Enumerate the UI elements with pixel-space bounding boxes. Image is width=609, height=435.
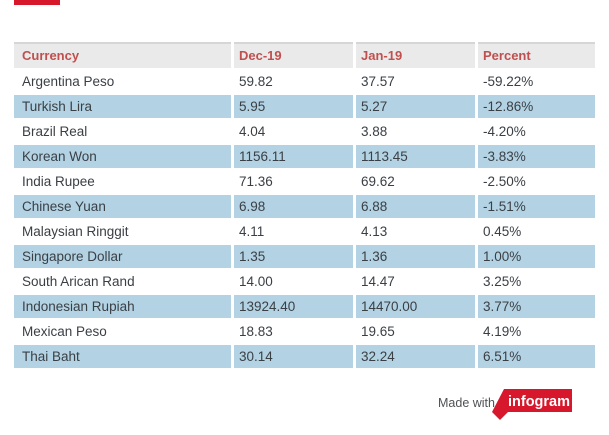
table-row: India Rupee 71.36 69.62 -2.50% bbox=[14, 170, 595, 193]
infogram-wordmark: infogram bbox=[508, 394, 570, 410]
column-header-dec19: Dec-19 bbox=[234, 42, 353, 68]
jan19-cell: 4.13 bbox=[356, 220, 475, 243]
table-row: Indonesian Rupiah 13924.40 14470.00 3.77… bbox=[14, 295, 595, 318]
table-row: South Arican Rand 14.00 14.47 3.25% bbox=[14, 270, 595, 293]
table-header-row: Currency Dec-19 Jan-19 Percent bbox=[14, 42, 595, 68]
column-header-jan19: Jan-19 bbox=[356, 42, 475, 68]
jan19-cell: 5.27 bbox=[356, 95, 475, 118]
percent-cell: -12.86% bbox=[478, 95, 595, 118]
currency-name-cell: Malaysian Ringgit bbox=[14, 220, 231, 243]
percent-cell: -1.51% bbox=[478, 195, 595, 218]
percent-cell: -2.50% bbox=[478, 170, 595, 193]
jan19-cell: 37.57 bbox=[356, 70, 475, 93]
table-row: Chinese Yuan 6.98 6.88 -1.51% bbox=[14, 195, 595, 218]
table-row: Turkish Lira 5.95 5.27 -12.86% bbox=[14, 95, 595, 118]
jan19-cell: 19.65 bbox=[356, 320, 475, 343]
dec19-cell: 4.04 bbox=[234, 120, 353, 143]
percent-cell: 6.51% bbox=[478, 345, 595, 368]
table-row: Mexican Peso 18.83 19.65 4.19% bbox=[14, 320, 595, 343]
jan19-cell: 1113.45 bbox=[356, 145, 475, 168]
dec19-cell: 14.00 bbox=[234, 270, 353, 293]
table-row: Singapore Dollar 1.35 1.36 1.00% bbox=[14, 245, 595, 268]
percent-cell: 0.45% bbox=[478, 220, 595, 243]
dec19-cell: 4.11 bbox=[234, 220, 353, 243]
table-row: Brazil Real 4.04 3.88 -4.20% bbox=[14, 120, 595, 143]
currency-name-cell: Korean Won bbox=[14, 145, 231, 168]
table-row: Thai Baht 30.14 32.24 6.51% bbox=[14, 345, 595, 368]
currency-name-cell: South Arican Rand bbox=[14, 270, 231, 293]
made-with-label: Made with bbox=[438, 396, 495, 410]
dec19-cell: 18.83 bbox=[234, 320, 353, 343]
percent-cell: 4.19% bbox=[478, 320, 595, 343]
percent-cell: -59.22% bbox=[478, 70, 595, 93]
dec19-cell: 13924.40 bbox=[234, 295, 353, 318]
currency-name-cell: Chinese Yuan bbox=[14, 195, 231, 218]
currency-table: Currency Dec-19 Jan-19 Percent Argentina… bbox=[14, 42, 595, 368]
table-row: Korean Won 1156.11 1113.45 -3.83% bbox=[14, 145, 595, 168]
currency-name-cell: India Rupee bbox=[14, 170, 231, 193]
percent-cell: -4.20% bbox=[478, 120, 595, 143]
dec19-cell: 1.35 bbox=[234, 245, 353, 268]
dec19-cell: 30.14 bbox=[234, 345, 353, 368]
dec19-cell: 5.95 bbox=[234, 95, 353, 118]
jan19-cell: 14470.00 bbox=[356, 295, 475, 318]
percent-cell: 3.77% bbox=[478, 295, 595, 318]
currency-name-cell: Turkish Lira bbox=[14, 95, 231, 118]
infogram-logo[interactable]: infogram bbox=[489, 388, 573, 422]
column-header-currency: Currency bbox=[14, 42, 231, 68]
jan19-cell: 3.88 bbox=[356, 120, 475, 143]
jan19-cell: 32.24 bbox=[356, 345, 475, 368]
column-header-percent: Percent bbox=[478, 42, 595, 68]
percent-cell: -3.83% bbox=[478, 145, 595, 168]
currency-name-cell: Argentina Peso bbox=[14, 70, 231, 93]
dec19-cell: 71.36 bbox=[234, 170, 353, 193]
currency-name-cell: Indonesian Rupiah bbox=[14, 295, 231, 318]
jan19-cell: 14.47 bbox=[356, 270, 475, 293]
percent-cell: 3.25% bbox=[478, 270, 595, 293]
dec19-cell: 59.82 bbox=[234, 70, 353, 93]
currency-name-cell: Singapore Dollar bbox=[14, 245, 231, 268]
brand-accent-dash bbox=[14, 0, 60, 5]
dec19-cell: 1156.11 bbox=[234, 145, 353, 168]
jan19-cell: 6.88 bbox=[356, 195, 475, 218]
dec19-cell: 6.98 bbox=[234, 195, 353, 218]
table-row: Malaysian Ringgit 4.11 4.13 0.45% bbox=[14, 220, 595, 243]
currency-name-cell: Thai Baht bbox=[14, 345, 231, 368]
table-row: Argentina Peso 59.82 37.57 -59.22% bbox=[14, 70, 595, 93]
jan19-cell: 69.62 bbox=[356, 170, 475, 193]
jan19-cell: 1.36 bbox=[356, 245, 475, 268]
currency-name-cell: Mexican Peso bbox=[14, 320, 231, 343]
infogram-flag-icon: infogram bbox=[492, 389, 572, 420]
currency-name-cell: Brazil Real bbox=[14, 120, 231, 143]
percent-cell: 1.00% bbox=[478, 245, 595, 268]
